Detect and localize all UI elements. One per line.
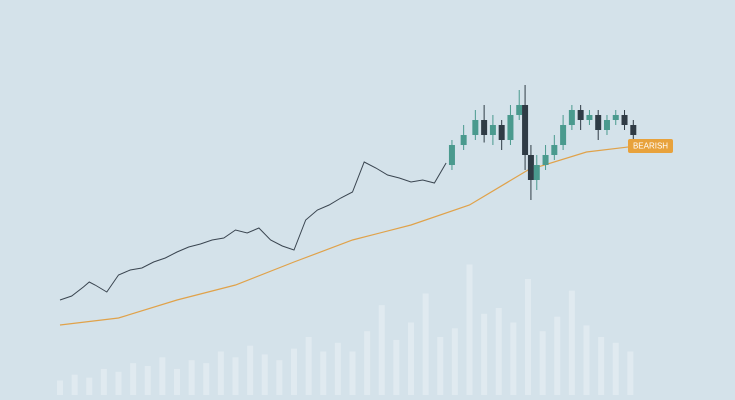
volume-bar xyxy=(349,351,356,395)
candle-body xyxy=(586,115,593,120)
volume-bar xyxy=(510,322,517,395)
candle-body xyxy=(612,115,619,120)
candle-body xyxy=(507,115,514,140)
volume-bar xyxy=(320,351,327,395)
volume-bar xyxy=(627,351,634,395)
volume-bar xyxy=(144,366,151,395)
candle-body xyxy=(448,145,455,165)
candle-body xyxy=(551,145,558,155)
candle-body xyxy=(489,125,496,135)
volume-bar xyxy=(232,357,239,395)
volume-bar xyxy=(217,351,224,395)
candle-body xyxy=(568,110,575,125)
candle-body xyxy=(621,115,628,125)
candle-body xyxy=(481,120,488,135)
volume-bar xyxy=(100,368,107,395)
badge-label: BEARISH xyxy=(633,142,668,151)
volume-bar xyxy=(188,360,195,395)
candle-body xyxy=(542,155,549,165)
volume-bar xyxy=(86,377,93,395)
price-line xyxy=(59,161,447,301)
signal-badge: BEARISH xyxy=(628,139,673,153)
candle-body xyxy=(522,105,529,155)
candle-body xyxy=(577,110,584,120)
volume-bar xyxy=(568,290,575,395)
volume-bar xyxy=(378,305,385,395)
volume-bar xyxy=(130,363,137,395)
volume-bar xyxy=(525,279,531,395)
candle-body xyxy=(603,120,610,130)
volume-bar xyxy=(71,374,78,395)
volume-bar xyxy=(437,337,444,395)
volume-bar xyxy=(115,371,122,395)
badge-box xyxy=(628,139,673,153)
candle-body xyxy=(595,115,602,130)
candle-body xyxy=(533,165,540,180)
volume-bar xyxy=(334,342,341,395)
candle-body xyxy=(516,105,523,115)
volume-bar xyxy=(451,328,458,395)
volume-bar xyxy=(408,322,414,395)
volume-bar xyxy=(174,368,180,395)
volume-bar xyxy=(291,348,297,395)
volume-bar xyxy=(495,308,502,395)
volume-bar xyxy=(261,354,268,395)
volume-bar xyxy=(276,360,283,395)
candle-body xyxy=(527,155,534,180)
volume-bar xyxy=(481,313,488,395)
candle-body xyxy=(630,125,637,135)
volume-bar xyxy=(612,342,619,395)
volume-bar xyxy=(539,331,546,395)
volume-bar xyxy=(203,363,210,395)
volume-bar xyxy=(393,339,400,395)
candle-body xyxy=(472,120,479,135)
candle-body xyxy=(498,125,505,140)
volume-bar xyxy=(583,325,590,395)
volume-bar xyxy=(364,331,371,395)
volume-bar xyxy=(57,380,63,395)
moving-average xyxy=(59,144,646,326)
volume-bar xyxy=(554,316,561,395)
volume-bar xyxy=(422,293,429,395)
volume-bar xyxy=(598,337,605,395)
candle-body xyxy=(460,135,467,145)
volume-bar xyxy=(466,264,473,395)
volume-bar xyxy=(159,357,166,395)
volume-bar xyxy=(305,337,312,395)
volume-bar xyxy=(247,345,254,395)
candle-body xyxy=(560,125,567,145)
